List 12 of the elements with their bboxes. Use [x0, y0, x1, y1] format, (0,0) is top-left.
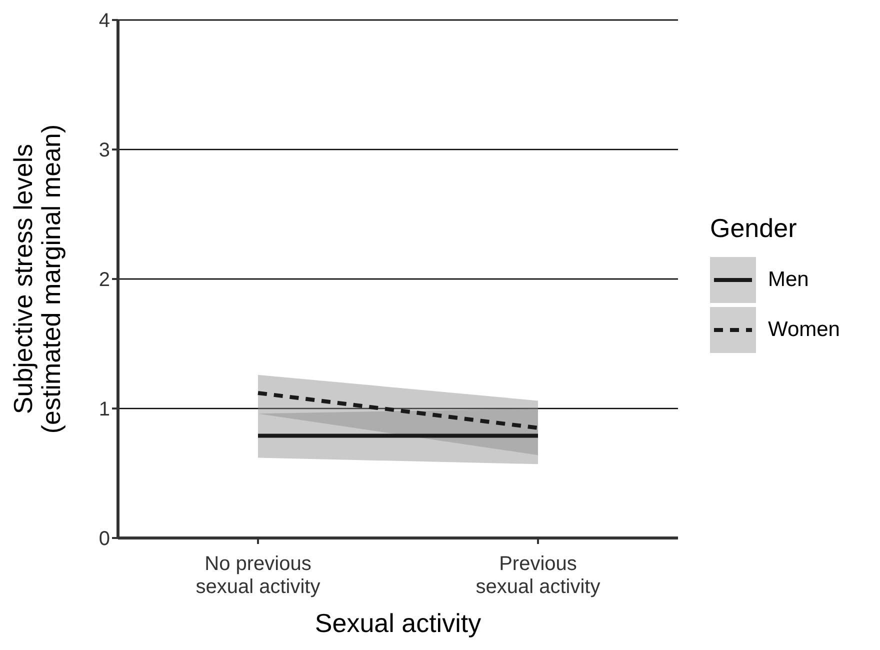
legend-label: Women — [768, 318, 840, 342]
y-tick-label: 1 — [98, 398, 110, 421]
y-tick-label: 4 — [98, 10, 110, 32]
legend-title: Gender — [710, 213, 798, 244]
x-tick-label: No previous sexual activity — [196, 553, 320, 598]
y-tick-label: 0 — [98, 528, 110, 550]
y-tick-label: 3 — [98, 140, 110, 162]
legend-label: Men — [768, 268, 809, 292]
y-axis-title: Subjective stress levels (estimated marginal mean) — [8, 124, 66, 434]
x-tick-label: Previous sexual activity — [476, 553, 600, 598]
y-tick-label: 2 — [98, 269, 110, 292]
x-axis-title: Sexual activity — [314, 608, 482, 638]
